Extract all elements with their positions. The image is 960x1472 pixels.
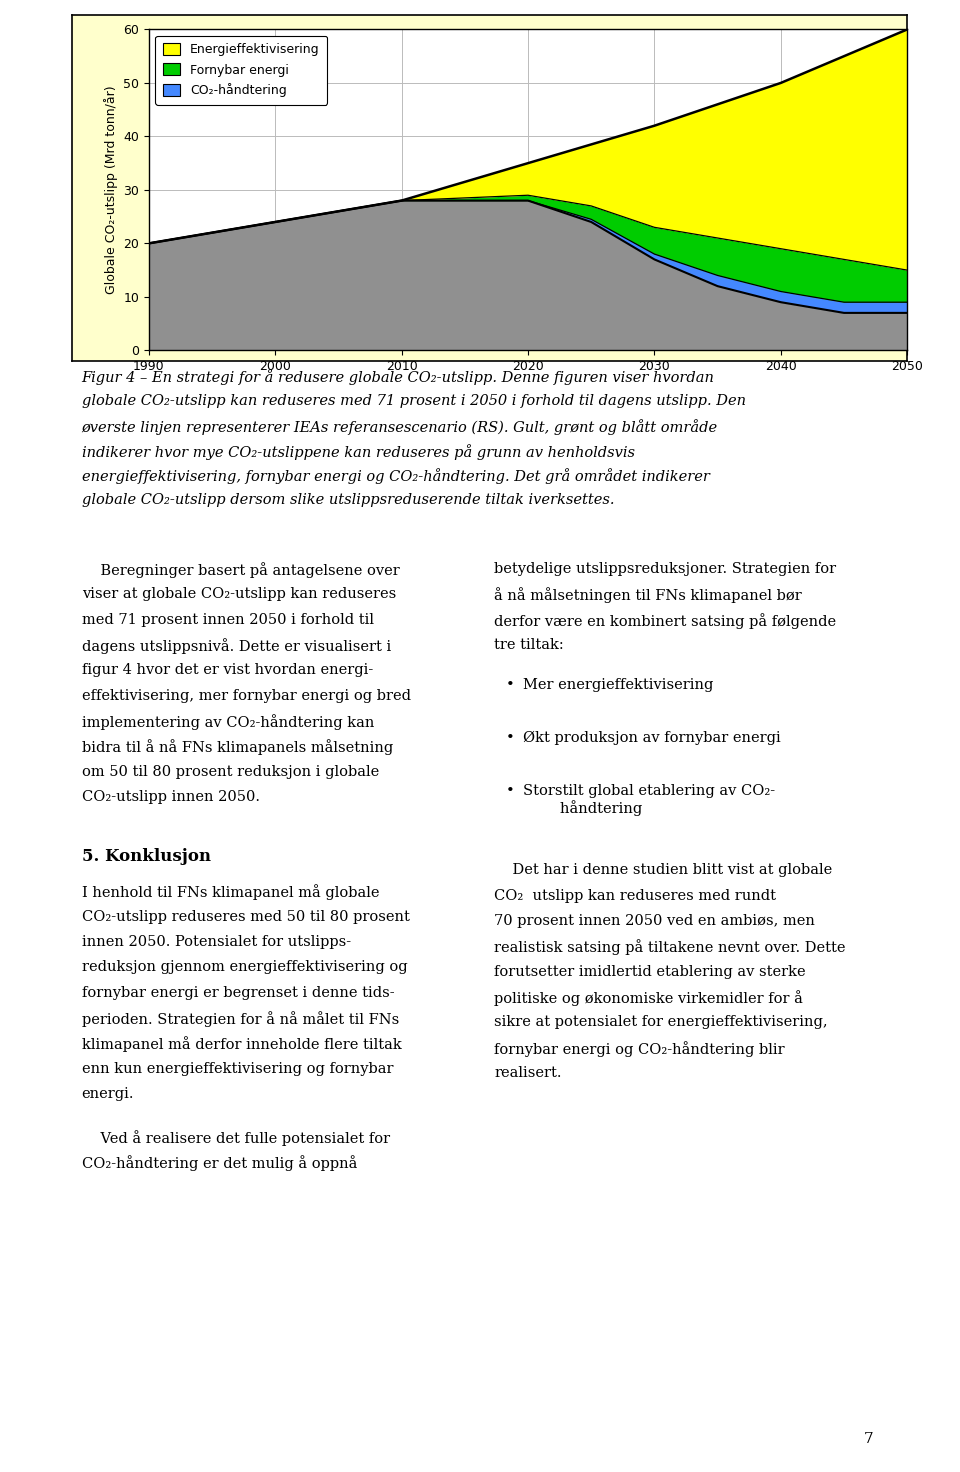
Text: 5. Konklusjon: 5. Konklusjon [82,848,210,864]
Text: globale CO₂-utslipp dersom slike utslippsreduserende tiltak iverksettes.: globale CO₂-utslipp dersom slike utslipp… [82,493,614,508]
Text: om 50 til 80 prosent reduksjon i globale: om 50 til 80 prosent reduksjon i globale [82,764,379,779]
Text: •: • [506,679,515,692]
Text: Figur 4 – En strategi for å redusere globale CO₂-utslipp. Denne figuren viser hv: Figur 4 – En strategi for å redusere glo… [82,369,714,386]
Text: dagens utslippsnivå. Dette er visualisert i: dagens utslippsnivå. Dette er visualiser… [82,637,391,654]
Text: enn kun energieffektivisering og fornybar: enn kun energieffektivisering og fornyba… [82,1061,393,1076]
Text: Økt produksjon av fornybar energi: Økt produksjon av fornybar energi [523,732,780,745]
Text: perioden. Strategien for å nå målet til FNs: perioden. Strategien for å nå målet til … [82,1011,398,1027]
Text: globale CO₂-utslipp kan reduseres med 71 prosent i 2050 i forhold til dagens uts: globale CO₂-utslipp kan reduseres med 71… [82,394,746,408]
Text: Storstilt global etablering av CO₂-
        håndtering: Storstilt global etablering av CO₂- hånd… [523,785,776,817]
Text: energi.: energi. [82,1086,134,1101]
Text: CO₂  utslipp kan reduseres med rundt: CO₂ utslipp kan reduseres med rundt [494,889,777,902]
Text: viser at globale CO₂-utslipp kan reduseres: viser at globale CO₂-utslipp kan reduser… [82,587,396,602]
Text: I henhold til FNs klimapanel må globale: I henhold til FNs klimapanel må globale [82,885,379,901]
Text: klimapanel må derfor inneholde flere tiltak: klimapanel må derfor inneholde flere til… [82,1036,401,1052]
Text: Mer energieffektivisering: Mer energieffektivisering [523,679,713,692]
Text: Det har i denne studien blitt vist at globale: Det har i denne studien blitt vist at gl… [494,864,832,877]
Text: betydelige utslippsreduksjoner. Strategien for: betydelige utslippsreduksjoner. Strategi… [494,562,836,576]
Text: reduksjon gjennom energieffektivisering og: reduksjon gjennom energieffektivisering … [82,960,407,974]
Text: realistisk satsing på tiltakene nevnt over. Dette: realistisk satsing på tiltakene nevnt ov… [494,939,846,955]
Text: •: • [506,785,515,798]
Text: tre tiltak:: tre tiltak: [494,637,564,652]
Text: fornybar energi er begrenset i denne tids-: fornybar energi er begrenset i denne tid… [82,986,395,999]
Text: CO₂-utslipp reduseres med 50 til 80 prosent: CO₂-utslipp reduseres med 50 til 80 pros… [82,910,410,924]
Y-axis label: Globale CO₂-utslipp (Mrd tonn/år): Globale CO₂-utslipp (Mrd tonn/år) [104,85,117,294]
Legend: Energieffektivisering, Fornybar energi, CO₂-håndtering: Energieffektivisering, Fornybar energi, … [156,35,327,105]
Text: •: • [506,732,515,745]
Text: indikerer hvor mye CO₂-utslippene kan reduseres på grunn av henholdsvis: indikerer hvor mye CO₂-utslippene kan re… [82,443,635,459]
Text: øverste linjen representerer IEAs referansescenario (RS). Gult, grønt og blått o: øverste linjen representerer IEAs refera… [82,420,718,434]
Text: bidra til å nå FNs klimapanels målsetning: bidra til å nå FNs klimapanels målsetnin… [82,739,393,755]
Text: figur 4 hvor det er vist hvordan energi-: figur 4 hvor det er vist hvordan energi- [82,664,372,677]
Text: CO₂-utslipp innen 2050.: CO₂-utslipp innen 2050. [82,790,259,804]
Text: med 71 prosent innen 2050 i forhold til: med 71 prosent innen 2050 i forhold til [82,612,373,627]
Text: realisert.: realisert. [494,1066,562,1080]
Text: fornybar energi og CO₂-håndtering blir: fornybar energi og CO₂-håndtering blir [494,1041,785,1057]
Text: innen 2050. Potensialet for utslipps-: innen 2050. Potensialet for utslipps- [82,935,350,949]
Text: derfor være en kombinert satsing på følgende: derfor være en kombinert satsing på følg… [494,612,836,629]
Text: implementering av CO₂-håndtering kan: implementering av CO₂-håndtering kan [82,714,374,730]
Text: energieffektivisering, fornybar energi og CO₂-håndtering. Det grå området indike: energieffektivisering, fornybar energi o… [82,468,709,484]
Text: politiske og økonomiske virkemidler for å: politiske og økonomiske virkemidler for … [494,991,804,1005]
Text: effektivisering, mer fornybar energi og bred: effektivisering, mer fornybar energi og … [82,689,411,702]
Text: 7: 7 [864,1431,874,1446]
Text: Ved å realisere det fulle potensialet for: Ved å realisere det fulle potensialet fo… [82,1130,390,1145]
Text: Beregninger basert på antagelsene over: Beregninger basert på antagelsene over [82,562,399,578]
Text: 70 prosent innen 2050 ved en ambiøs, men: 70 prosent innen 2050 ved en ambiøs, men [494,914,815,929]
Text: sikre at potensialet for energieffektivisering,: sikre at potensialet for energieffektivi… [494,1016,828,1029]
Text: å nå målsetningen til FNs klimapanel bør: å nå målsetningen til FNs klimapanel bør [494,587,803,604]
Text: forutsetter imidlertid etablering av sterke: forutsetter imidlertid etablering av ste… [494,964,806,979]
Text: CO₂-håndtering er det mulig å oppnå: CO₂-håndtering er det mulig å oppnå [82,1156,357,1172]
